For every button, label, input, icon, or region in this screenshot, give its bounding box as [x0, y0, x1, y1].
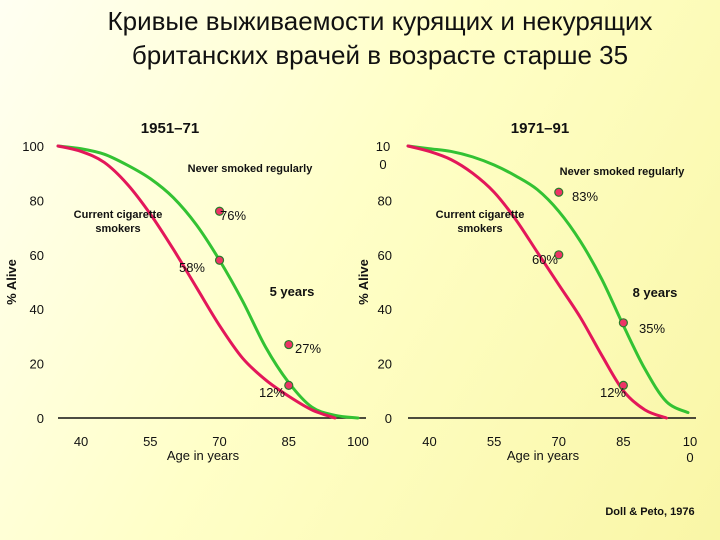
data-point-marker [284, 380, 294, 390]
gap-label: 5 years [270, 284, 315, 299]
y-tick-label: 60 [30, 248, 44, 263]
x-axis-title: Age in years [167, 448, 240, 463]
x-tick-label: 70 [552, 434, 566, 449]
data-point-marker [618, 380, 628, 390]
citation: Doll & Peto, 1976 [605, 506, 694, 518]
page-title: Кривые выживаемости курящих и некурящих … [107, 6, 653, 70]
y-tick-label: 0 [385, 411, 392, 426]
y-tick-label: 40 [30, 302, 44, 317]
x-axis-title: Age in years [507, 448, 580, 463]
series-line-smokers [56, 144, 337, 420]
data-label: 83% [572, 189, 598, 204]
x-tick-label: 100 [347, 434, 369, 449]
panel-title-1: 1951–71 [141, 120, 199, 137]
x-tick-label: 70 [212, 434, 226, 449]
data-point-marker [618, 318, 628, 328]
gap-label: 8 years [633, 285, 678, 300]
y-tick-label: 80 [30, 193, 44, 208]
y-tick-label: 20 [30, 357, 44, 372]
data-label: 35% [639, 321, 665, 336]
legend-label-never-smoked: Never smoked regularly [188, 163, 314, 175]
series-line-smokers [406, 144, 668, 420]
data-point-marker [554, 187, 564, 197]
legend-label-never-smoked: Never smoked regularly [560, 166, 686, 178]
y-tick-label: 60 [378, 248, 392, 263]
y-axis-title: % Alive [4, 259, 19, 305]
y-tick-label: 0 [37, 411, 44, 426]
x-tick-label: 40 [74, 434, 88, 449]
data-label: 12% [600, 385, 626, 400]
y-tick-label: 20 [378, 357, 392, 372]
x-tick-label: 55 [143, 434, 157, 449]
x-tick-label: 85 [282, 434, 296, 449]
data-point-marker [214, 206, 225, 216]
data-point-marker [214, 255, 225, 265]
data-label: 12% [259, 385, 285, 400]
y-tick-label: 100 [22, 139, 44, 154]
data-label: 76% [220, 208, 246, 223]
series-line-never-smoked [406, 144, 690, 415]
legend-label-smokers: Current cigarette smokers [436, 209, 525, 235]
legend-label-smokers: Current cigarette smokers [74, 209, 163, 235]
x-tick-label: 85 [616, 434, 630, 449]
panel-title-2: 1971–91 [511, 120, 569, 137]
y-tick-label: 80 [378, 193, 392, 208]
data-label: 60% [532, 252, 558, 267]
data-label: 27% [295, 341, 321, 356]
data-point-marker [284, 339, 294, 350]
x-tick-label: 40 [422, 434, 436, 449]
series-line-never-smoked [56, 144, 360, 420]
y-tick-label: 40 [378, 302, 392, 317]
data-label: 58% [179, 260, 205, 275]
data-point-marker [554, 250, 564, 260]
y-axis-title: % Alive [356, 259, 371, 305]
x-tick-label: 55 [487, 434, 501, 449]
